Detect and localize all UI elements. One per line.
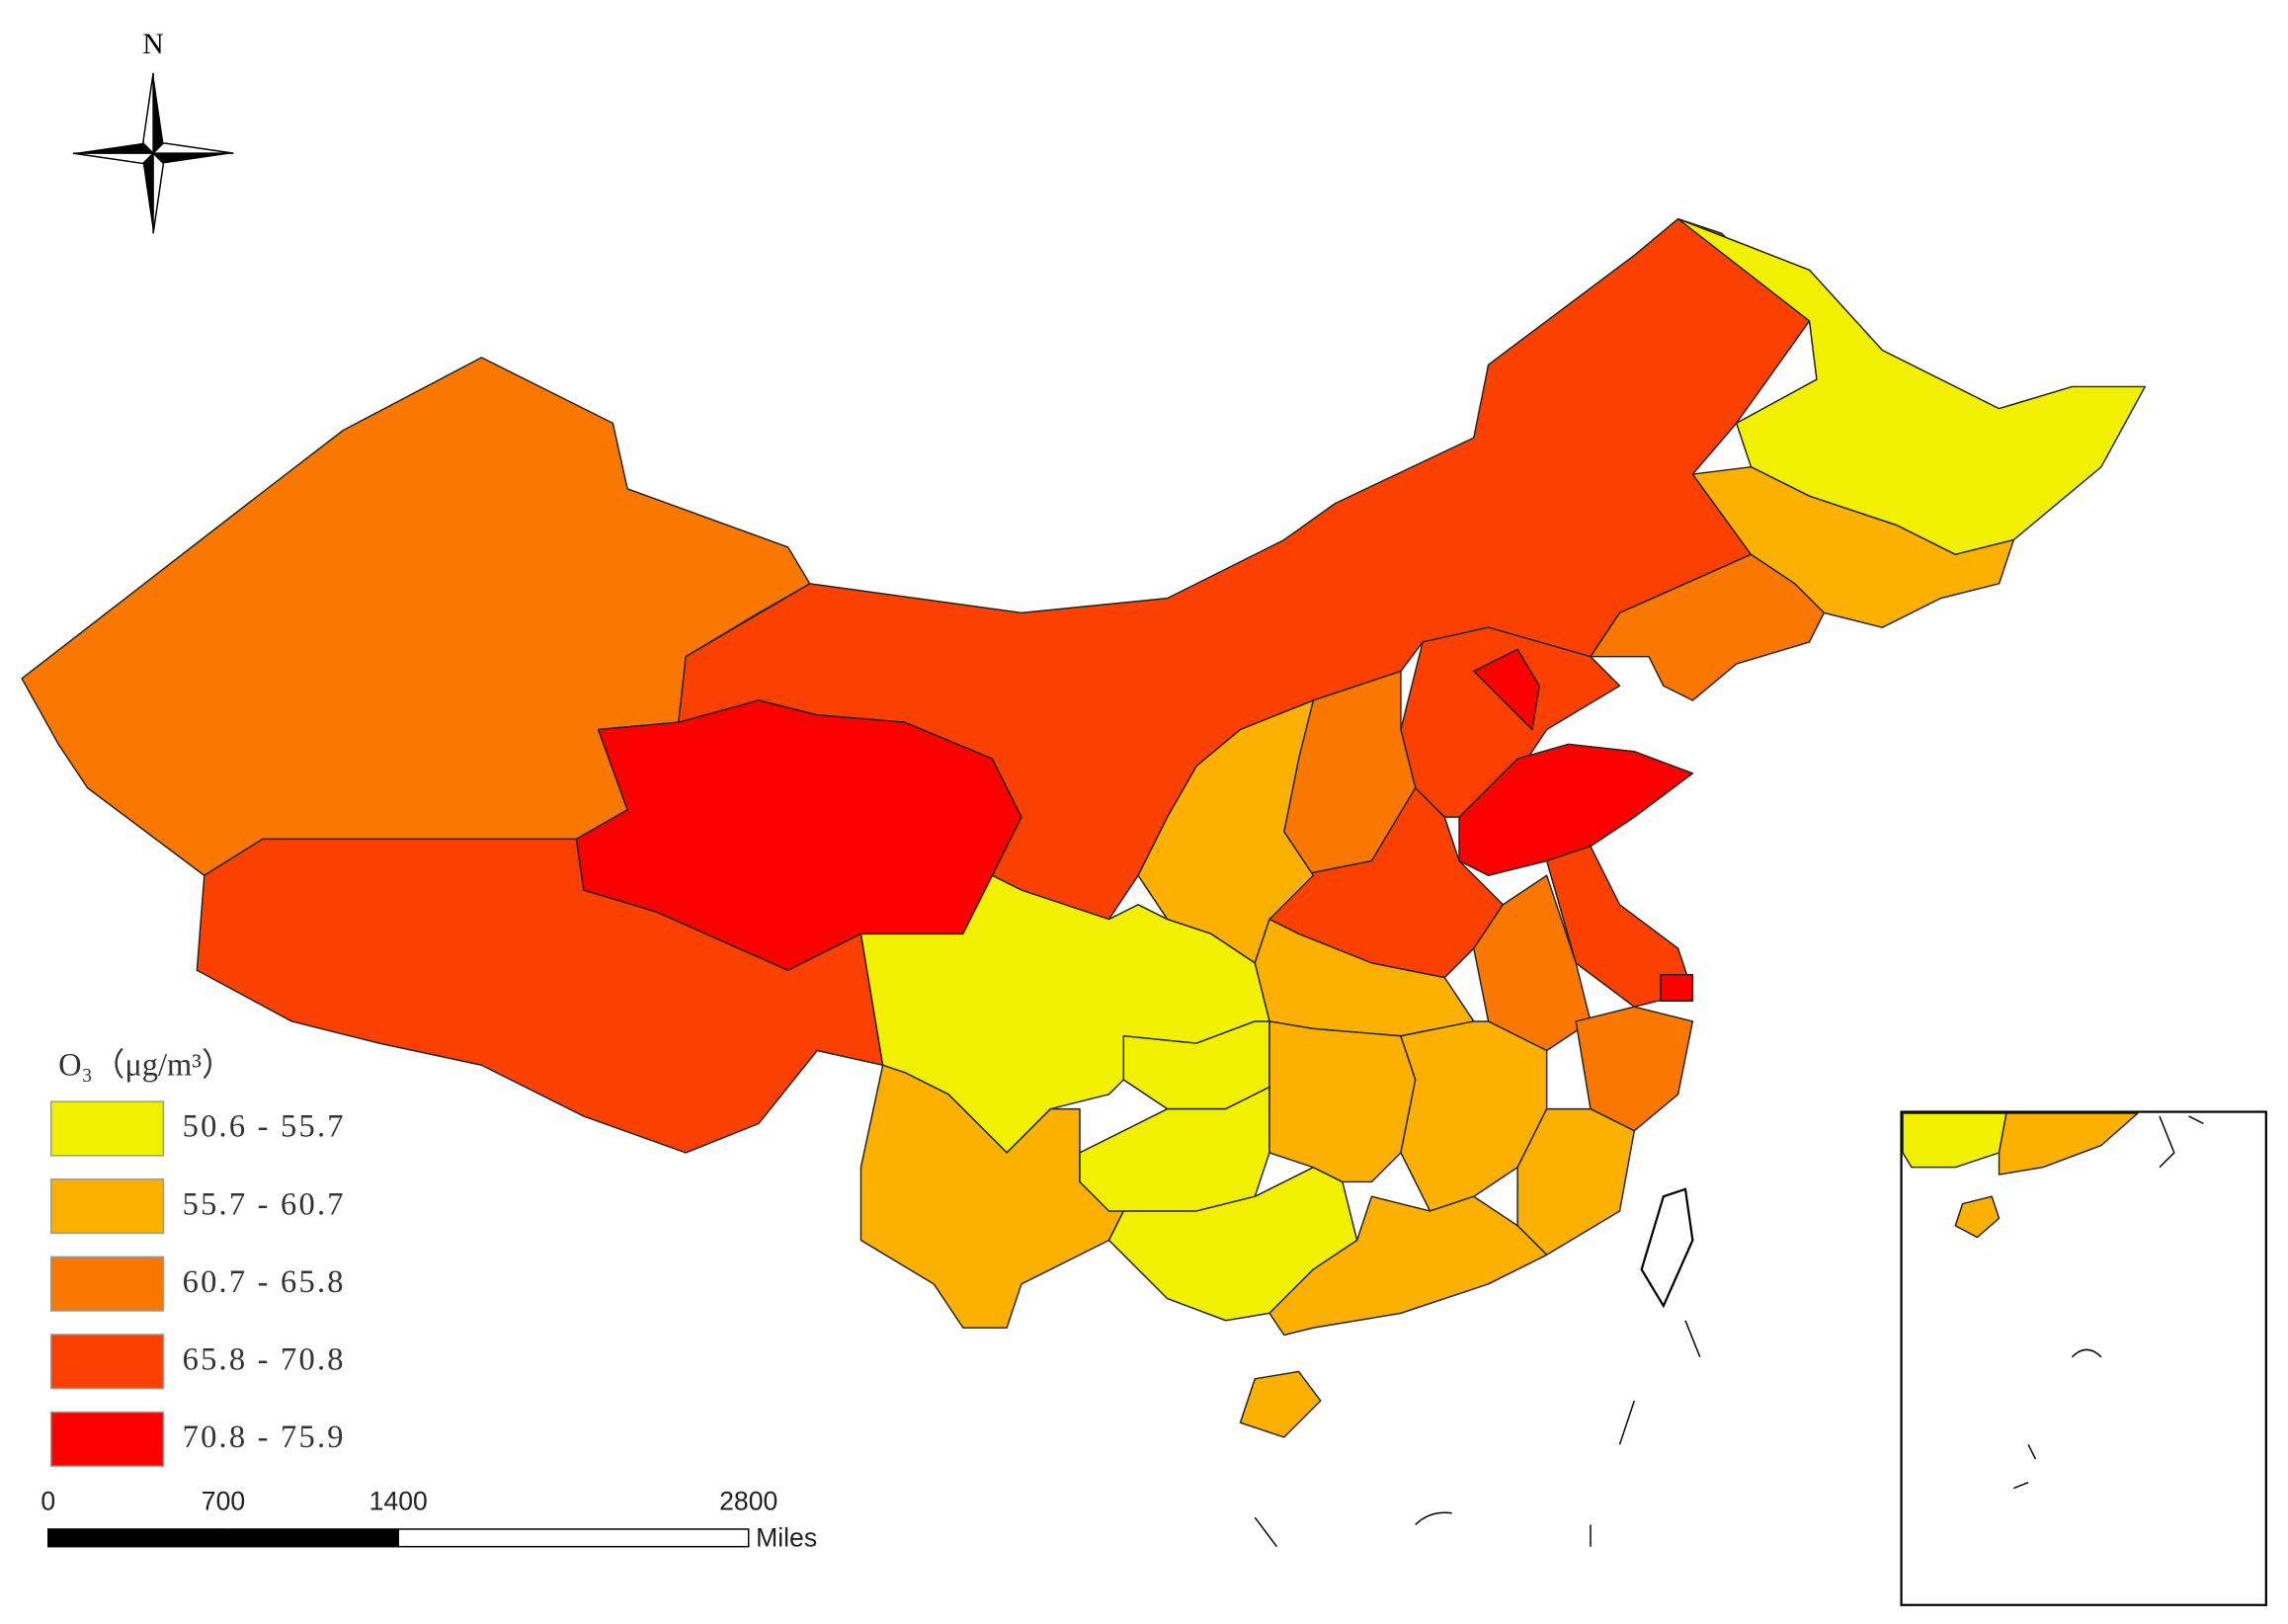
legend-label: 60.7 - 65.8 (183, 1264, 346, 1300)
legend-swatch (49, 1178, 165, 1235)
legend-label: 70.8 - 75.9 (183, 1420, 346, 1455)
north-arrow: N (72, 29, 234, 234)
legend-title: O₃（μg/m³） (58, 1048, 233, 1084)
scale-segment (397, 1528, 750, 1548)
island-outline (1640, 1187, 1694, 1309)
legend-label: 55.7 - 60.7 (183, 1186, 346, 1222)
sea-lines (1254, 1320, 1701, 1548)
province (1545, 845, 1694, 1008)
provinces (21, 217, 2146, 1438)
province (1590, 553, 1826, 701)
province (1239, 1370, 1322, 1438)
legend-swatch (49, 1334, 165, 1390)
scale-label: 2800 (719, 1486, 777, 1515)
scale-segment (222, 1528, 399, 1548)
legend-label: 65.8 - 70.8 (183, 1341, 346, 1377)
inset (1900, 1110, 2267, 1606)
legend-swatch (49, 1256, 165, 1312)
scale-segment (47, 1528, 224, 1548)
scale-label: 1400 (369, 1486, 428, 1515)
province (1458, 743, 1694, 876)
scale-bar: 0 700 1400 2800 Miles (41, 1486, 817, 1552)
scale-unit: Miles (756, 1522, 817, 1552)
province (1107, 1166, 1358, 1322)
legend: O₃（μg/m³） 50.6 - 55.7 55.7 - 60.7 60.7 - 6… (49, 1048, 346, 1467)
legend-label: 50.6 - 55.7 (183, 1109, 346, 1145)
province (1268, 1195, 1548, 1337)
province (1473, 648, 1541, 731)
province (1268, 1020, 1417, 1183)
province (1660, 973, 1694, 1003)
province (1954, 1195, 2001, 1239)
north-label: N (142, 29, 163, 60)
legend-swatch (49, 1100, 165, 1157)
legend-swatch (49, 1411, 165, 1467)
scale-label: 0 (41, 1486, 55, 1515)
province (1998, 1112, 2139, 1176)
inset-lines (2013, 1115, 2204, 1490)
scale-label: 700 (202, 1486, 245, 1515)
